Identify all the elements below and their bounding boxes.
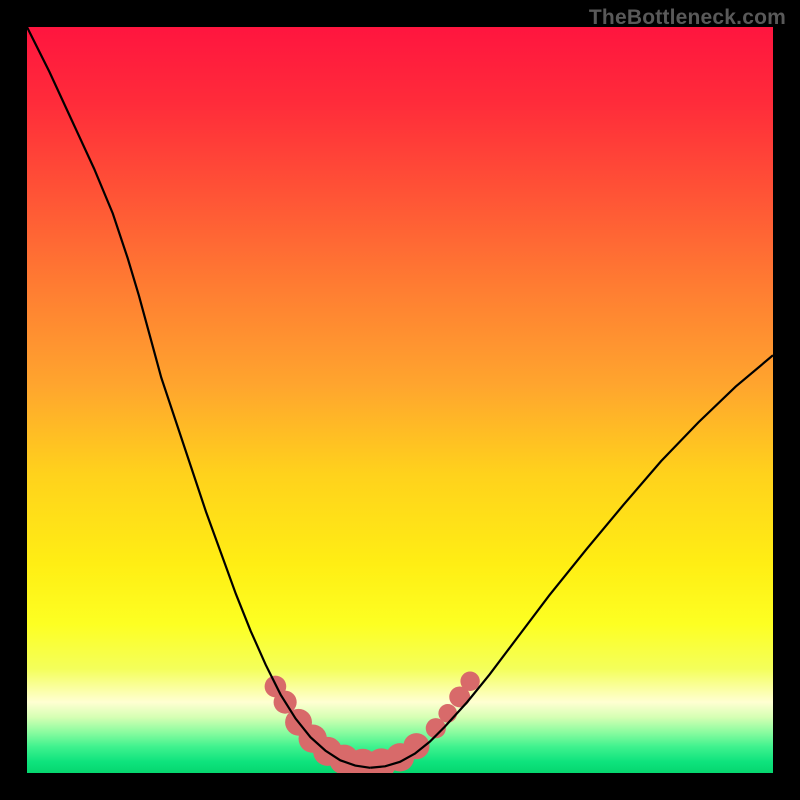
valley-dot	[460, 672, 479, 691]
valley-dot	[438, 704, 457, 723]
watermark-text: TheBottleneck.com	[589, 6, 786, 30]
gradient-background	[27, 27, 773, 773]
chart-container: TheBottleneck.com	[0, 0, 800, 800]
plot-svg	[27, 27, 773, 773]
plot-area	[27, 27, 773, 773]
